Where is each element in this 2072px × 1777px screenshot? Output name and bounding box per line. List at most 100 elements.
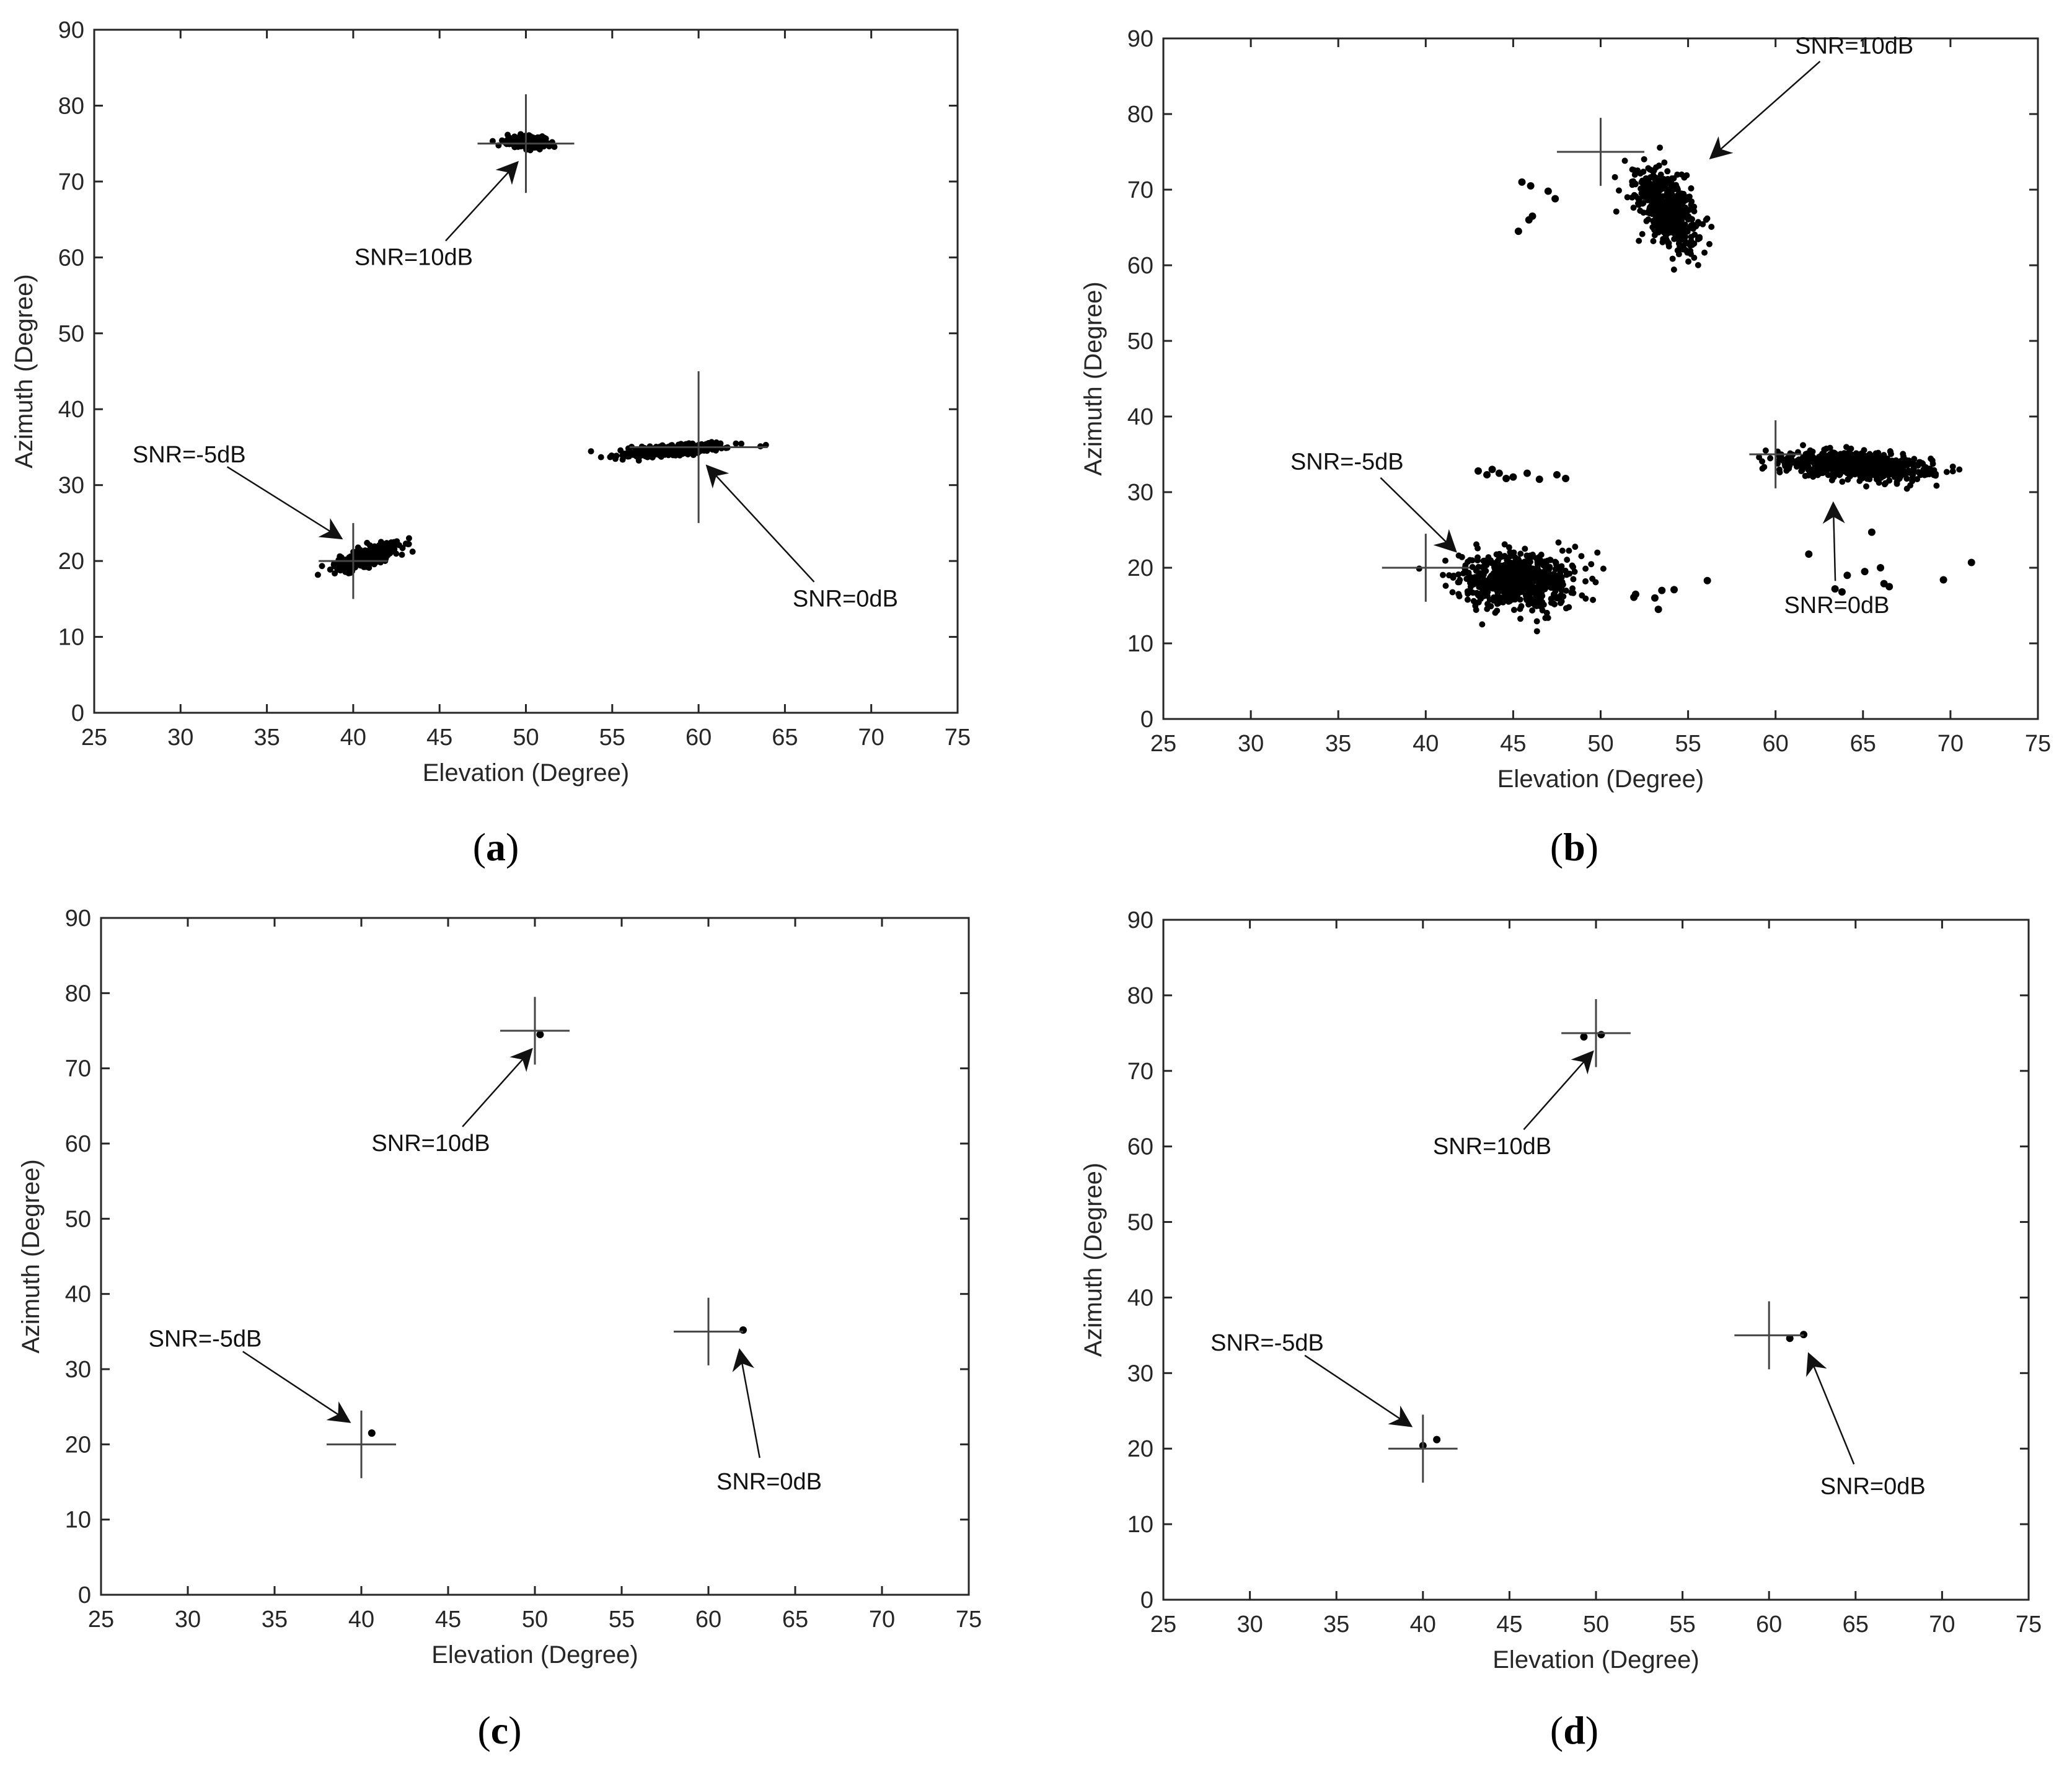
scatter-point — [314, 571, 321, 578]
scatter-point — [630, 451, 637, 458]
scatter-point — [1480, 558, 1487, 565]
x-tick-label: 70 — [1938, 731, 1964, 757]
y-tick-label: 20 — [1127, 1436, 1153, 1462]
scatter-point — [1533, 618, 1540, 625]
scatter-point — [1822, 467, 1829, 474]
x-tick-label: 75 — [945, 725, 971, 751]
scatter-point — [1659, 198, 1666, 205]
y-tick-label: 60 — [65, 1131, 91, 1157]
scatter-point — [355, 544, 361, 551]
snr-annotation-label: SNR=10dB — [355, 245, 473, 271]
x-tick-label: 35 — [253, 725, 280, 751]
scatter-point — [1670, 266, 1677, 273]
scatter-point — [1664, 168, 1671, 175]
scatter-cluster — [1756, 442, 1963, 492]
scatter-point — [1843, 458, 1850, 465]
snr-annotation-label: SNR=0dB — [793, 586, 898, 612]
x-tick-label: 45 — [435, 1607, 461, 1633]
scatter-point — [1841, 451, 1848, 457]
scatter-point — [1433, 1435, 1441, 1444]
scatter-point — [1562, 475, 1570, 483]
scatter-point — [1481, 576, 1488, 583]
scatter-point — [1512, 554, 1519, 561]
scatter-point — [1582, 578, 1589, 584]
y-axis-title: Azimuth (Degree) — [11, 274, 38, 468]
scatter-point — [619, 456, 626, 463]
x-tick-label: 40 — [340, 725, 366, 751]
scatter-point — [1843, 571, 1851, 580]
scatter-point — [1701, 249, 1708, 256]
scatter-point — [1514, 227, 1522, 236]
y-tick-label: 30 — [1127, 480, 1153, 506]
scatter-point — [1897, 458, 1904, 465]
scatter-point — [1523, 552, 1530, 559]
scatter-point — [1502, 563, 1509, 570]
scatter-point — [1464, 596, 1471, 603]
scatter-point — [1703, 576, 1711, 584]
scatter-point — [1761, 464, 1768, 470]
scatter-point — [1480, 571, 1487, 578]
scatter-point — [1873, 463, 1880, 470]
scatter-point — [1635, 200, 1642, 206]
x-tick-label: 65 — [772, 725, 798, 751]
scatter-point — [376, 551, 382, 558]
scatter-point — [1569, 562, 1576, 569]
y-tick-label: 90 — [1127, 907, 1153, 933]
scatter-point — [1680, 212, 1687, 219]
y-tick-label: 20 — [58, 549, 84, 575]
scatter-point — [1867, 528, 1876, 536]
scatter-point — [1802, 472, 1809, 479]
scatter-point — [1446, 572, 1453, 579]
scatter-point — [1529, 607, 1536, 614]
scatter-point — [1502, 569, 1509, 576]
y-tick-label: 60 — [58, 245, 84, 271]
snr-annotation-label: SNR=0dB — [1784, 593, 1889, 619]
scatter-point — [1661, 180, 1668, 187]
scatter-point — [1553, 470, 1561, 478]
annotation-arrow — [1380, 477, 1457, 553]
scatter-point — [1501, 541, 1508, 548]
scatter-point — [1630, 593, 1638, 601]
scatter-point — [1675, 251, 1682, 258]
snr-annotation-label: SNR=0dB — [1820, 1473, 1926, 1499]
scatter-point — [1509, 473, 1517, 481]
scatter-chart-a: 25 30 35 40 45 50 55 60 65 70 75 0 10 20 30 40 50 60 70 80 9… — [11, 17, 971, 787]
scatter-point — [1865, 470, 1872, 477]
y-tick-label: 30 — [58, 473, 84, 499]
y-tick-label: 70 — [58, 169, 84, 195]
scatter-point — [551, 143, 558, 150]
scatter-point — [1475, 563, 1482, 570]
scatter-point — [1479, 621, 1486, 628]
x-tick-label: 50 — [1587, 731, 1613, 757]
scatter-point — [1661, 159, 1668, 166]
scatter-point — [1522, 575, 1528, 582]
scatter-point — [1861, 568, 1869, 576]
scatter-point — [1510, 570, 1517, 576]
scatter-point — [1566, 604, 1572, 611]
scatter-point — [1885, 583, 1893, 591]
caption-a: (a) — [472, 825, 519, 869]
scatter-point — [1651, 190, 1658, 197]
y-tick-label: 40 — [1127, 404, 1153, 430]
x-tick-label: 70 — [858, 725, 884, 751]
scatter-point — [1541, 568, 1548, 575]
scatter-point — [1651, 594, 1659, 602]
x-tick-label: 70 — [869, 1607, 895, 1633]
scatter-point — [1490, 570, 1497, 576]
scatter-point — [1597, 1031, 1605, 1039]
scatter-point — [1649, 224, 1656, 231]
x-tick-label: 25 — [1150, 731, 1176, 757]
scatter-point — [1650, 172, 1657, 179]
y-tick-label: 80 — [1127, 102, 1153, 128]
x-tick-label: 25 — [81, 725, 107, 751]
caption-b: (b) — [1550, 825, 1599, 869]
y-tick-label: 0 — [1140, 707, 1153, 733]
scatter-point — [1895, 471, 1902, 478]
scatter-point — [739, 1326, 747, 1334]
scatter-point — [1686, 224, 1693, 231]
scatter-point — [1665, 186, 1672, 193]
x-tick-label: 75 — [956, 1607, 982, 1633]
y-tick-label: 80 — [58, 93, 84, 119]
scatter-point — [1831, 585, 1839, 593]
scatter-point — [1638, 190, 1645, 196]
